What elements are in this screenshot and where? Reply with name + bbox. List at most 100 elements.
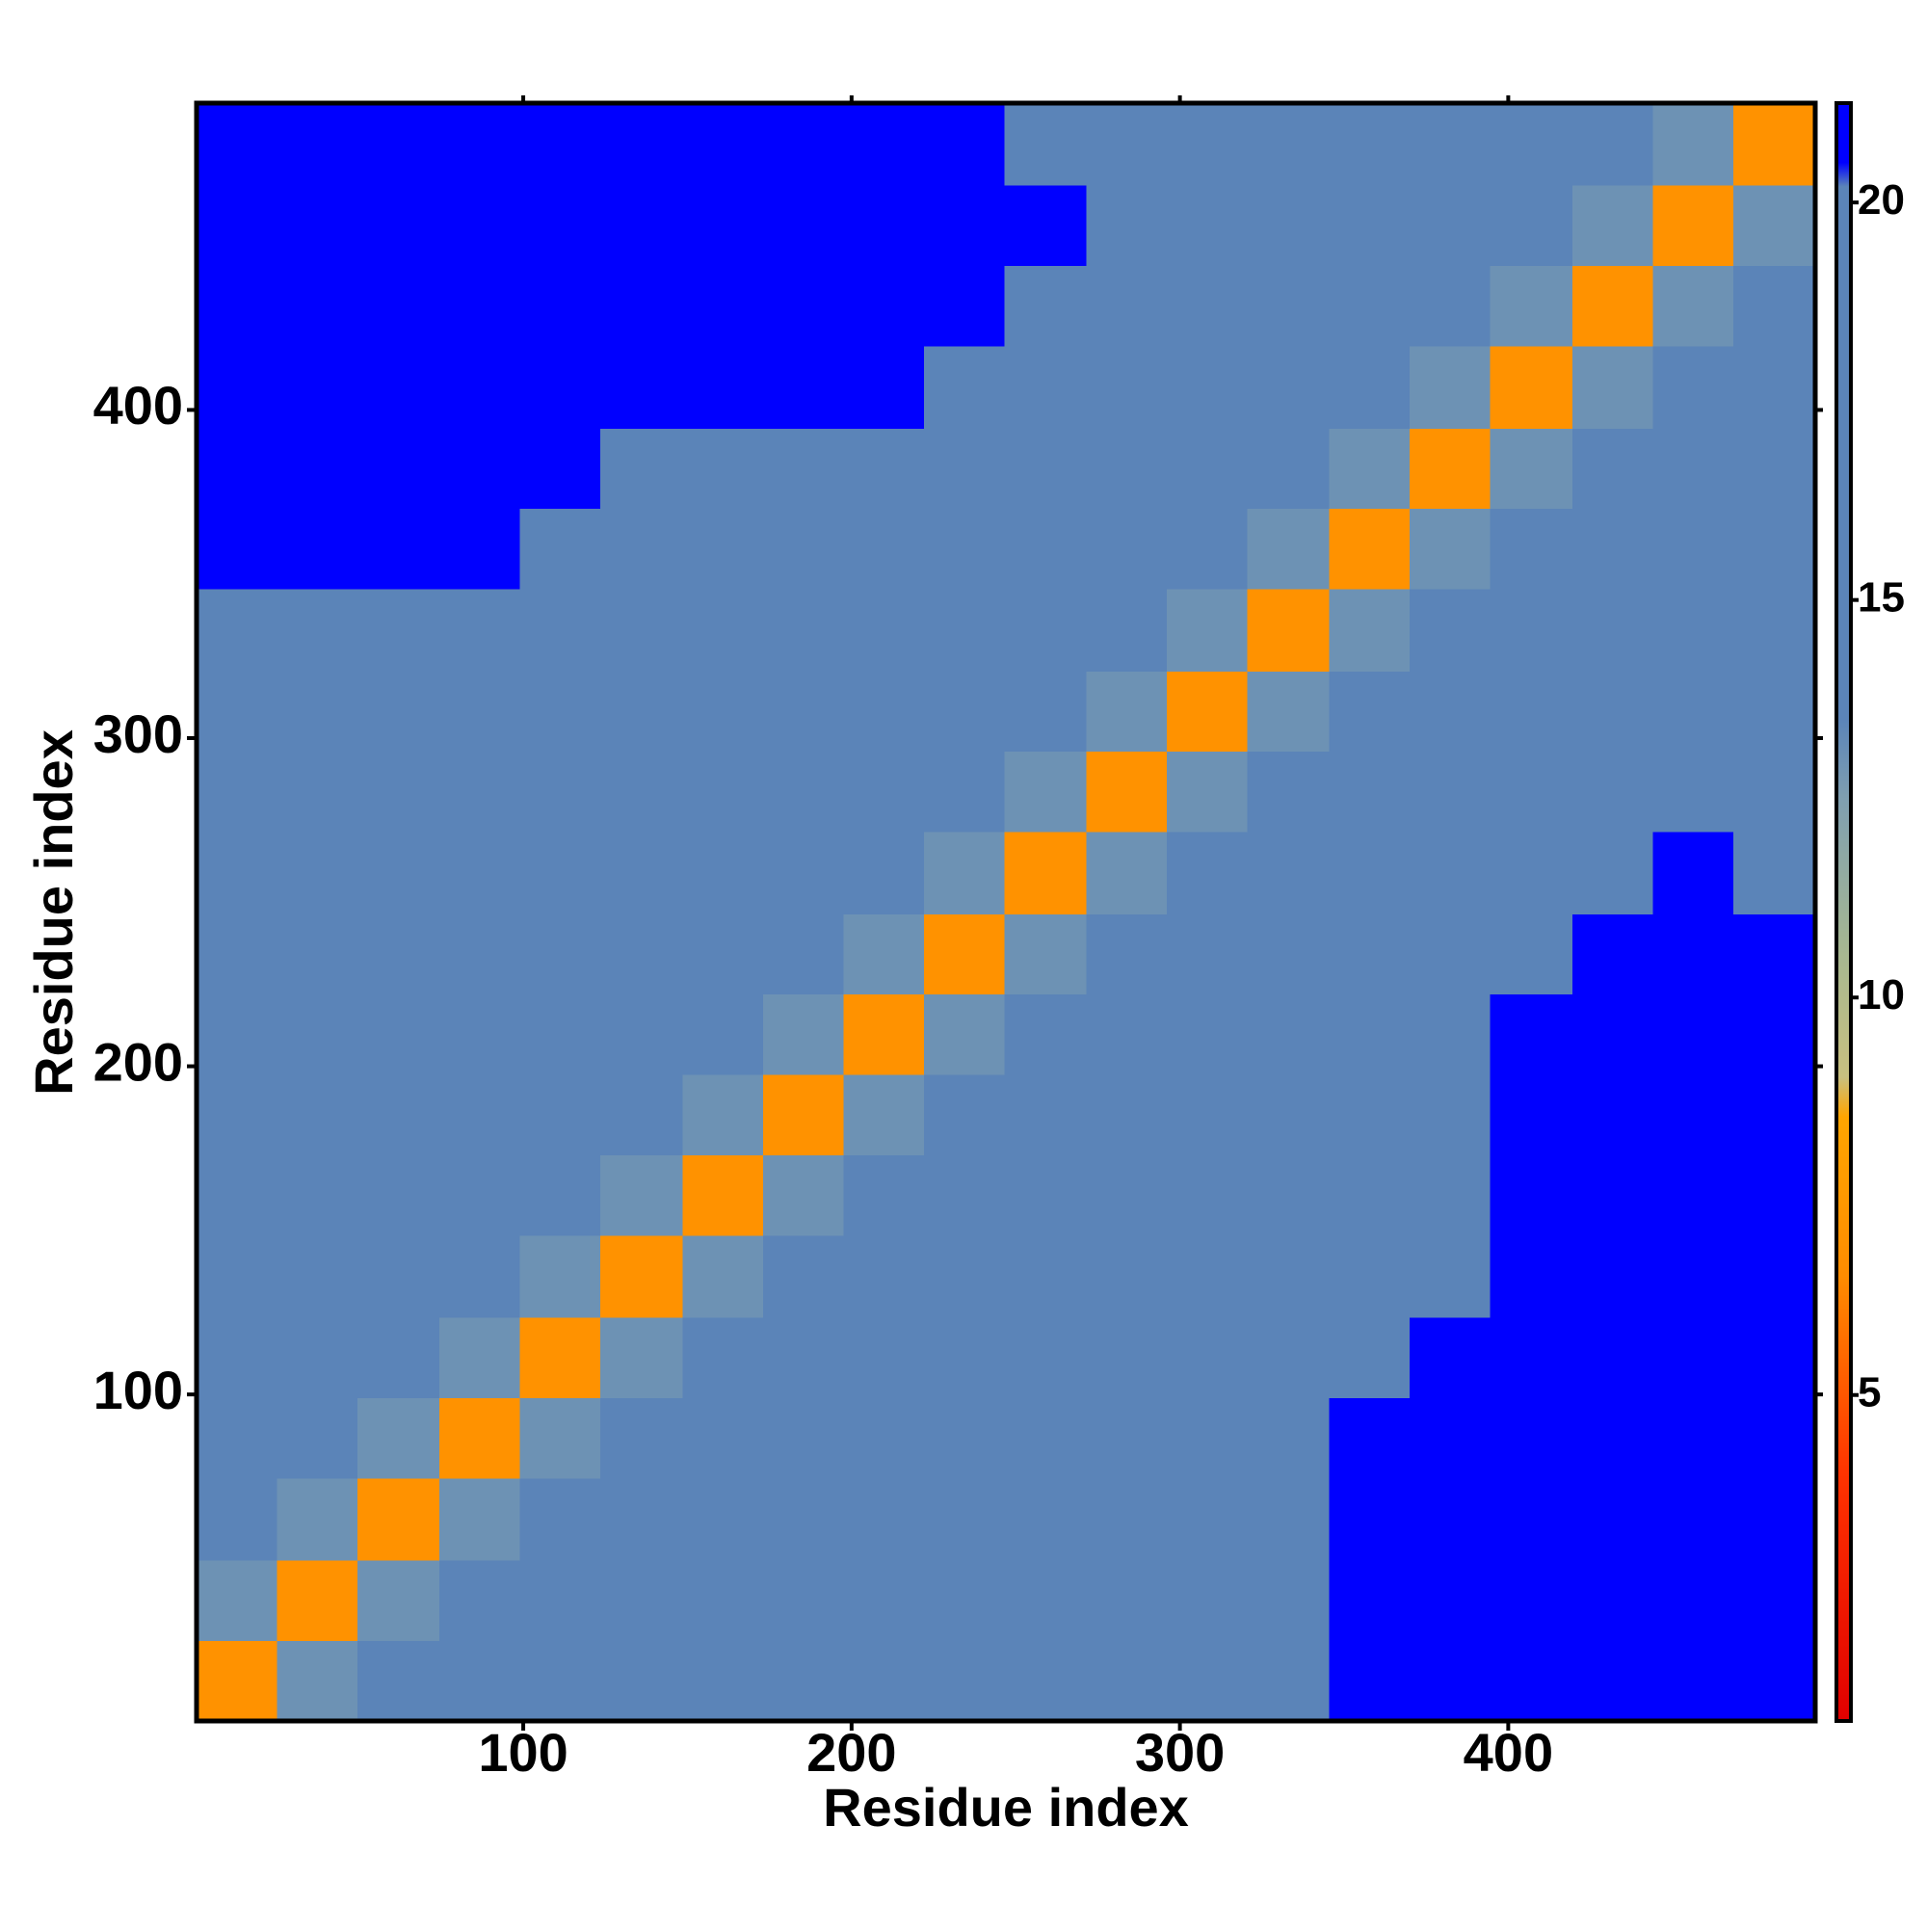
heatmap-cell — [1410, 1640, 1491, 1722]
heatmap-cell — [439, 1317, 521, 1399]
heatmap-cell — [439, 1074, 521, 1156]
heatmap-cell — [197, 832, 278, 914]
heatmap-cell — [762, 346, 844, 429]
heatmap-cell — [1247, 1477, 1331, 1561]
heatmap-cell — [439, 913, 521, 995]
heatmap-cell — [1571, 671, 1653, 753]
heatmap-cell — [519, 185, 601, 267]
heatmap-cell — [1490, 1560, 1573, 1642]
heatmap-cell — [356, 671, 440, 753]
heatmap-cell — [682, 589, 764, 672]
heatmap-cell — [923, 1640, 1005, 1722]
y-tick-label: 300 — [93, 703, 183, 764]
x-tick-label: 100 — [478, 1722, 568, 1783]
heatmap-cell — [1732, 832, 1816, 914]
heatmap-cell — [1410, 993, 1491, 1075]
heatmap-cell — [1086, 103, 1168, 186]
heatmap-cell — [356, 185, 440, 267]
heatmap-cell — [1652, 1317, 1734, 1399]
heatmap-cell — [1490, 1477, 1573, 1561]
heatmap-cell — [843, 1477, 925, 1561]
heatmap-cell — [1004, 1317, 1088, 1399]
heatmap-cell — [1247, 751, 1331, 833]
heatmap-cell — [1571, 1317, 1653, 1399]
heatmap-cell — [600, 1477, 683, 1561]
heatmap-cell — [682, 1397, 764, 1479]
heatmap-cell — [197, 346, 278, 429]
heatmap-cell — [682, 346, 764, 429]
heatmap-cell — [1004, 671, 1088, 753]
heatmap-cell — [600, 346, 683, 429]
heatmap-cell — [1652, 346, 1734, 429]
heatmap-cell — [197, 913, 278, 995]
heatmap-cell — [1490, 1640, 1573, 1722]
x-axis-title: Residue index — [823, 1777, 1189, 1838]
heatmap-cell — [197, 751, 278, 833]
heatmap-cell — [1571, 751, 1653, 833]
heatmap-cell — [923, 589, 1005, 672]
heatmap-cell — [277, 265, 358, 347]
heatmap-cell — [356, 1640, 440, 1722]
heatmap-cell — [600, 832, 683, 914]
heatmap-cell — [1329, 103, 1411, 186]
heatmap-cell — [197, 265, 278, 347]
heatmap-cell — [519, 1317, 601, 1399]
heatmap-cell — [1571, 1154, 1653, 1236]
heatmap-cell — [519, 1397, 601, 1479]
heatmap-cell — [1166, 913, 1249, 995]
heatmap-cell — [843, 671, 925, 753]
heatmap-cell — [356, 1074, 440, 1156]
heatmap-cell — [1490, 1397, 1573, 1479]
heatmap-cell — [1086, 1317, 1168, 1399]
heatmap-cell — [923, 346, 1005, 429]
heatmap-cell — [1571, 832, 1653, 914]
heatmap-cell — [1410, 671, 1491, 753]
heatmap-cell — [923, 1074, 1005, 1156]
heatmap-cell — [1004, 1074, 1088, 1156]
heatmap-cell — [1571, 1560, 1653, 1642]
heatmap-cell — [1086, 1074, 1168, 1156]
heatmap-cell — [1490, 103, 1573, 186]
heatmap-cell — [600, 1317, 683, 1399]
heatmap-cell — [1329, 1560, 1411, 1642]
heatmap-cell — [1571, 1234, 1653, 1318]
heatmap-cell — [923, 508, 1005, 590]
heatmap-cell — [277, 1477, 358, 1561]
heatmap-cell — [1247, 1154, 1331, 1236]
heatmap-cell — [1086, 671, 1168, 753]
heatmap-cell — [600, 589, 683, 672]
heatmap-cell — [1247, 185, 1331, 267]
heatmap-cell — [1571, 1477, 1653, 1561]
heatmap-cell — [1166, 671, 1249, 753]
heatmap-cell — [519, 428, 601, 510]
heatmap-cell — [1004, 103, 1088, 186]
heatmap-cell — [1166, 832, 1249, 914]
heatmap-cell — [600, 913, 683, 995]
heatmap-cell — [1732, 1317, 1816, 1399]
heatmap-cell — [1247, 428, 1331, 510]
heatmap-cell — [1571, 1074, 1653, 1156]
heatmap-cell — [762, 1560, 844, 1642]
heatmap-cell — [1247, 103, 1331, 186]
heatmap-cell — [277, 832, 358, 914]
heatmap-cell — [682, 265, 764, 347]
heatmap-cell — [1329, 751, 1411, 833]
y-tick-label: 100 — [93, 1360, 183, 1420]
heatmap-cell — [1004, 1154, 1088, 1236]
heatmap-cell — [1571, 103, 1653, 186]
heatmap-cell — [1490, 346, 1573, 429]
heatmap-cell — [762, 751, 844, 833]
heatmap-cell — [1652, 1234, 1734, 1318]
axes: 100 200 300 400 100 200 300 400 5 10 15 20 — [93, 95, 1905, 1783]
heatmap-cell — [1652, 1154, 1734, 1236]
heatmap-cell — [1410, 913, 1491, 995]
heatmap-cell — [277, 1560, 358, 1642]
heatmap-cell — [1086, 751, 1168, 833]
heatmap-cell — [762, 185, 844, 267]
heatmap-cell — [277, 1317, 358, 1399]
heatmap-cell — [762, 428, 844, 510]
heatmap-cell — [1329, 1317, 1411, 1399]
heatmap-cell — [519, 993, 601, 1075]
heatmap-cell — [1490, 913, 1573, 995]
heatmap-cell — [600, 671, 683, 753]
